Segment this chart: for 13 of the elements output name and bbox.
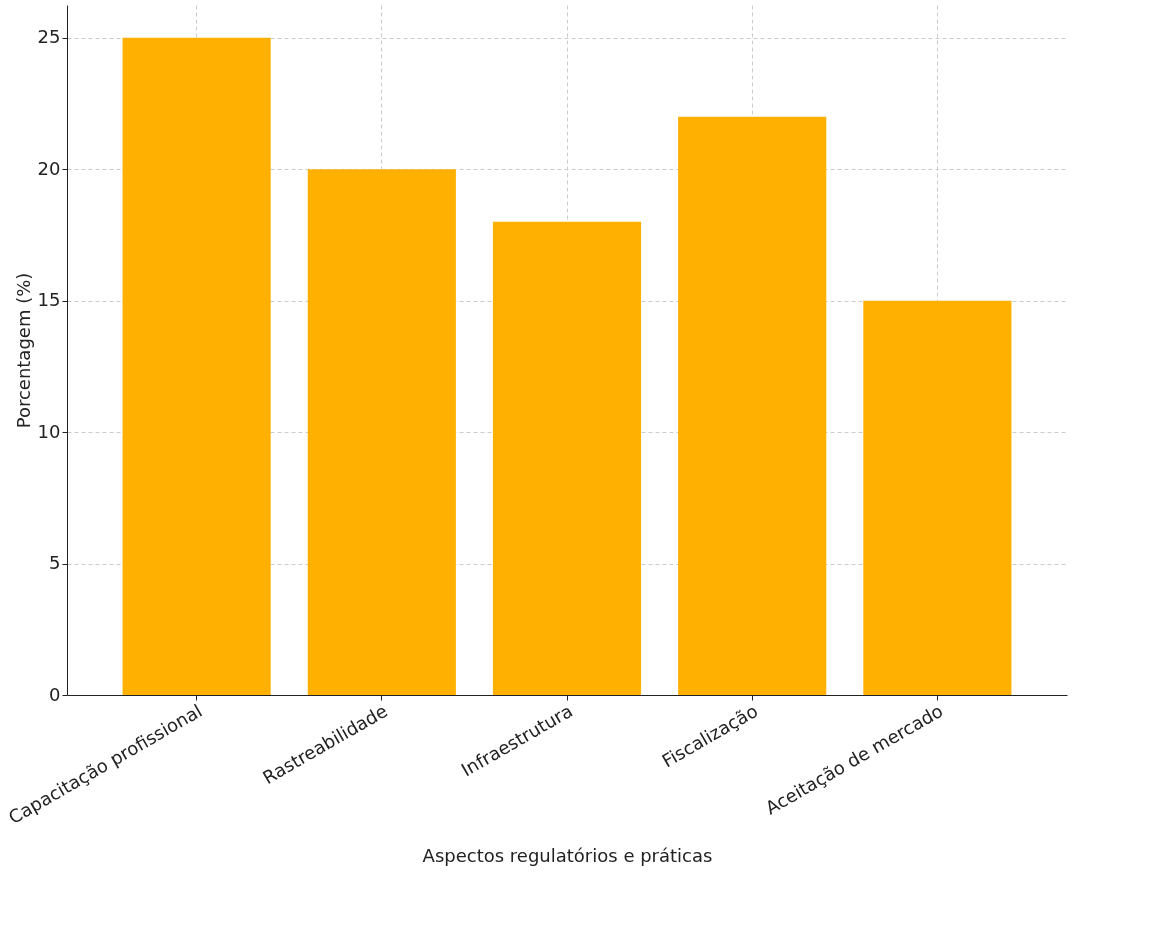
y-tick-label: 0 [49,683,61,705]
y-tick-label: 5 [49,552,61,574]
y-tick-label: 15 [37,289,61,311]
bar [492,221,642,695]
bar [307,169,456,695]
bar [863,300,1012,695]
x-axis-title: Aspectos regulatórios e práticas [422,844,713,866]
y-tick-label: 20 [37,157,61,179]
bar [122,37,271,695]
y-tick-label: 10 [37,420,61,442]
bar [678,116,827,695]
y-tick-label: 25 [37,26,61,48]
y-axis-title: Porcentagem (%) [12,272,34,429]
